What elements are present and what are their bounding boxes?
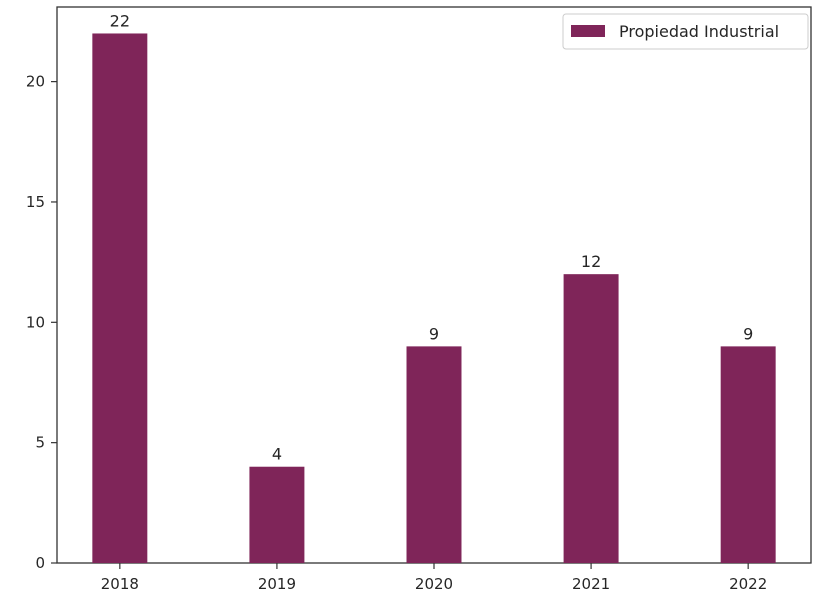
legend-label: Propiedad Industrial (619, 22, 779, 41)
bar-value-label: 12 (581, 252, 601, 271)
bar-2019 (249, 467, 304, 563)
x-tick-label: 2022 (729, 575, 767, 593)
y-tick-label: 10 (26, 313, 45, 331)
y-axis: 0 5 10 15 20 (26, 73, 57, 572)
legend-swatch (571, 25, 605, 37)
y-tick-label: 5 (35, 434, 45, 452)
bar-2022 (721, 346, 776, 563)
x-tick-label: 2019 (258, 575, 296, 593)
bar-value-label: 22 (110, 11, 130, 30)
bar-2021 (564, 274, 619, 563)
x-tick-label: 2018 (101, 575, 139, 593)
bar-2018 (92, 33, 147, 563)
y-tick-label: 20 (26, 73, 45, 91)
x-axis: 2018 2019 2020 2021 2022 (101, 563, 768, 593)
y-tick-label: 15 (26, 193, 45, 211)
x-tick-label: 2020 (415, 575, 453, 593)
bar-value-label: 9 (743, 324, 753, 343)
bar-value-label: 9 (429, 324, 439, 343)
y-tick-label: 0 (35, 554, 45, 572)
x-tick-label: 2021 (572, 575, 610, 593)
bar-value-label: 4 (272, 445, 282, 464)
legend: Propiedad Industrial (563, 14, 808, 49)
bar-2020 (407, 346, 462, 563)
